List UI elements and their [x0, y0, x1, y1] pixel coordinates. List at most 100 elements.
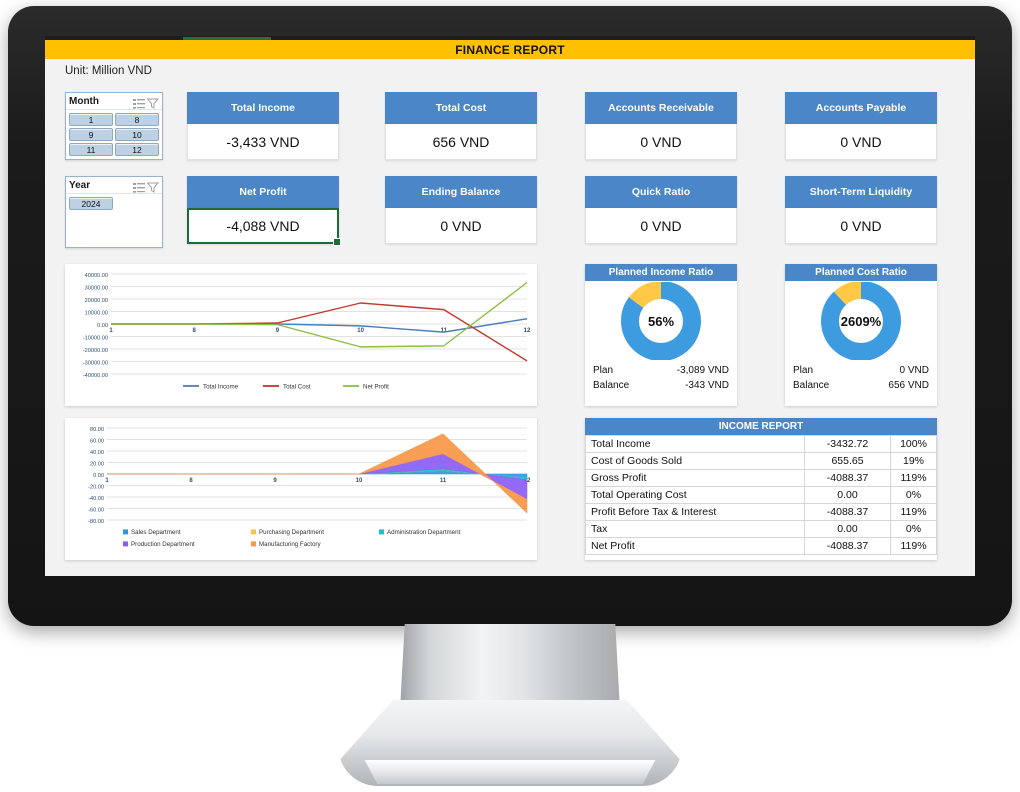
svg-text:12: 12 — [524, 478, 531, 484]
slicer-year-header: Year — [66, 177, 162, 194]
multi-select-icon[interactable] — [133, 96, 145, 109]
slicer-year-item[interactable]: 2024 — [69, 197, 113, 210]
planned-cost-ratio-rows: Plan 0 VND Balance 656 VND — [785, 361, 937, 393]
monitor-screen: FINANCE REPORT Unit: Million VND Month 1… — [45, 36, 975, 576]
table-row: Profit Before Tax & Interest -4088.37 119% — [585, 503, 937, 521]
svg-text:11: 11 — [440, 478, 447, 484]
planned-cost-ratio-value: 2609% — [840, 313, 882, 329]
income-row-percent: 0% — [890, 520, 937, 538]
income-row-amount: -4088.37 — [804, 503, 891, 521]
svg-text:0.00: 0.00 — [93, 473, 104, 479]
donut-row: Plan 0 VND — [793, 363, 929, 378]
excel-active-sheet-tab-indicator[interactable] — [183, 37, 271, 40]
slicer-month-item[interactable]: 1 — [69, 113, 113, 126]
kpi-card-accounts-payable[interactable]: Accounts Payable 0 VND — [785, 92, 937, 160]
planned-cost-ratio-title: Planned Cost Ratio — [785, 264, 937, 281]
svg-text:1: 1 — [105, 478, 109, 484]
kpi-label: Accounts Payable — [785, 92, 937, 124]
table-row: Cost of Goods Sold 655.65 19% — [585, 452, 937, 470]
svg-text:-40.00: -40.00 — [88, 496, 104, 502]
income-row-percent: 119% — [890, 503, 937, 521]
income-row-percent: 119% — [890, 537, 937, 555]
slicer-month-item[interactable]: 12 — [115, 143, 159, 156]
donut-row-value: -343 VND — [685, 380, 729, 391]
slicer-month-item[interactable]: 8 — [115, 113, 159, 126]
svg-text:10000.00: 10000.00 — [85, 311, 108, 317]
svg-text:9: 9 — [273, 478, 277, 484]
svg-text:10: 10 — [356, 478, 363, 484]
svg-text:Sales Department: Sales Department — [131, 529, 181, 536]
income-row-percent: 100% — [890, 435, 937, 453]
kpi-card-short-term-liquidity[interactable]: Short-Term Liquidity 0 VND — [785, 176, 937, 244]
svg-text:40.00: 40.00 — [90, 450, 104, 456]
income-row-label: Total Operating Cost — [585, 486, 805, 504]
slicer-month-title: Month — [69, 95, 99, 107]
table-row: Total Income -3432.72 100% — [585, 435, 937, 453]
kpi-value: -3,433 VND — [187, 124, 339, 160]
svg-text:20.00: 20.00 — [90, 462, 104, 468]
planned-cost-ratio-panel[interactable]: Planned Cost Ratio 2609% Plan 0 VND Bala… — [785, 264, 937, 406]
income-report-title: INCOME REPORT — [585, 418, 937, 435]
slicer-year[interactable]: Year 2024 — [65, 176, 163, 248]
svg-text:10: 10 — [357, 328, 364, 334]
slicer-month-item[interactable]: 9 — [69, 128, 113, 141]
income-row-label: Net Profit — [585, 537, 805, 555]
slicer-month-item[interactable]: 11 — [69, 143, 113, 156]
kpi-label: Net Profit — [187, 176, 339, 208]
slicer-month[interactable]: Month 1 8 9 10 11 12 — [65, 92, 163, 160]
donut-row-value: 656 VND — [888, 380, 929, 391]
kpi-value: 0 VND — [585, 208, 737, 244]
svg-text:8: 8 — [193, 328, 197, 334]
kpi-card-total-income[interactable]: Total Income -3,433 VND — [187, 92, 339, 160]
svg-text:Administration Department: Administration Department — [387, 529, 461, 536]
income-row-label: Profit Before Tax & Interest — [585, 503, 805, 521]
clear-filter-icon[interactable] — [146, 96, 160, 109]
svg-text:0.00: 0.00 — [97, 323, 108, 329]
slicer-year-items: 2024 — [66, 194, 162, 210]
svg-text:Purchasing Department: Purchasing Department — [259, 529, 324, 536]
svg-text:9: 9 — [276, 328, 280, 334]
kpi-card-ending-balance[interactable]: Ending Balance 0 VND — [385, 176, 537, 244]
kpi-label: Quick Ratio — [585, 176, 737, 208]
kpi-card-total-cost[interactable]: Total Cost 656 VND — [385, 92, 537, 160]
page-title: FINANCE REPORT — [455, 42, 565, 57]
income-report-panel[interactable]: INCOME REPORT Total Income -3432.72 100% Co… — [585, 418, 937, 560]
kpi-card-net-profit[interactable]: Net Profit -4,088 VND — [187, 176, 341, 246]
slicer-month-item[interactable]: 10 — [115, 128, 159, 141]
planned-cost-ratio-donut: 2609% — [785, 281, 937, 361]
svg-text:Total Income: Total Income — [203, 383, 239, 390]
table-row: Gross Profit -4088.37 119% — [585, 469, 937, 487]
svg-text:-40000.00: -40000.00 — [83, 373, 108, 379]
area-chart-panel[interactable]: 80.00 60.00 40.00 20.00 0.00 -20.00 -40.00 -60.… — [65, 418, 537, 560]
income-row-percent: 119% — [890, 469, 937, 487]
svg-text:-10000.00: -10000.00 — [83, 336, 108, 342]
svg-text:12: 12 — [524, 328, 531, 334]
kpi-value: 0 VND — [785, 208, 937, 244]
report-title-bar: FINANCE REPORT — [45, 40, 975, 59]
donut-svg — [821, 282, 901, 360]
income-row-amount: -4088.37 — [804, 537, 891, 555]
kpi-value[interactable]: -4,088 VND — [187, 208, 341, 246]
planned-income-ratio-panel[interactable]: Planned Income Ratio 56% Plan -3,089 VND… — [585, 264, 737, 406]
svg-text:-80.00: -80.00 — [88, 519, 104, 525]
table-row: Net Profit -4088.37 119% — [585, 537, 937, 555]
department-stacked-area-chart: 80.00 60.00 40.00 20.00 0.00 -20.00 -40.00 -60.… — [88, 427, 531, 548]
kpi-card-accounts-receivable[interactable]: Accounts Receivable 0 VND — [585, 92, 737, 160]
income-row-percent: 19% — [890, 452, 937, 470]
kpi-label: Short-Term Liquidity — [785, 176, 937, 208]
svg-text:Total Cost: Total Cost — [283, 383, 311, 390]
income-row-label: Gross Profit — [585, 469, 805, 487]
kpi-card-quick-ratio[interactable]: Quick Ratio 0 VND — [585, 176, 737, 244]
svg-text:Net Profit: Net Profit — [363, 383, 389, 390]
svg-text:-20.00: -20.00 — [88, 485, 104, 491]
donut-row: Balance 656 VND — [793, 378, 929, 393]
svg-text:1: 1 — [109, 328, 113, 334]
income-row-label: Cost of Goods Sold — [585, 452, 805, 470]
kpi-value: 0 VND — [385, 208, 537, 244]
donut-row: Balance -343 VND — [593, 378, 729, 393]
donut-row-value: -3,089 VND — [676, 365, 729, 376]
line-chart-panel[interactable]: 40000.00 30000.00 20000.00 10000.00 0.00 -100… — [65, 264, 537, 406]
clear-filter-icon[interactable] — [146, 180, 160, 193]
multi-select-icon[interactable] — [133, 180, 145, 193]
income-report-table: Total Income -3432.72 100% Cost of Goods So… — [585, 435, 937, 555]
